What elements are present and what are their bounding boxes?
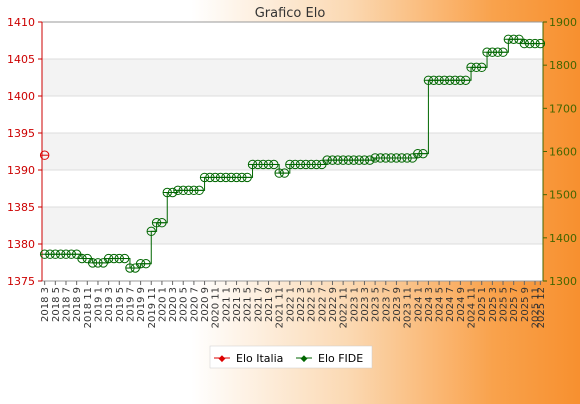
x-tick-label: 2020 3 [168,287,179,322]
plot-band [42,207,543,244]
x-tick-label: 2019 11 [147,287,158,328]
x-tick-label: 2022 1 [285,287,296,322]
plot-band [42,96,543,133]
x-tick-label: 2025 5 [499,287,510,322]
x-tick-label: 2018 3 [40,287,51,322]
x-tick-label: 2022 7 [317,287,328,322]
x-tick-label: 2018 9 [72,287,83,322]
y-left-tick-label: 1400 [7,90,35,103]
x-tick-label: 2023 7 [381,287,392,322]
data-point [194,185,204,196]
legend-label: Elo Italia [236,352,283,365]
y-right-tick-label: 1700 [549,102,577,115]
plot-band [42,133,543,170]
y-left-tick-label: 1410 [7,16,35,29]
x-tick-label: 2025 7 [509,287,520,322]
x-tick-label: 2025 1 [477,287,488,322]
data-point [418,148,428,159]
data-point [461,75,471,85]
data-point [535,38,546,49]
x-tick-label: 2021 1 [221,287,232,322]
data-point [279,168,290,178]
x-tick-label: 2024 11 [467,287,478,328]
data-point [498,47,508,57]
data-point [157,218,167,228]
data-point [141,259,151,269]
plot-band [42,170,543,207]
x-tick-label: 2019 7 [125,287,136,322]
legend-swatch-marker: ◆ [301,354,308,364]
plot-bands [42,22,543,281]
x-tick-label: 2023 3 [360,287,371,322]
x-tick-label: 2021 11 [275,287,286,328]
x-tick-label: 2023 11 [403,287,414,328]
data-point [269,159,279,170]
x-tick-label: 2018 5 [51,287,62,322]
x-tick-label: 2024 7 [445,287,456,322]
x-tick-label: 2019 1 [93,287,104,322]
legend-swatch-marker: ◆ [219,354,226,364]
plot-band [42,22,543,59]
x-tick-label: 2025 3 [488,287,499,322]
x-tick-label: 2020 7 [189,287,200,322]
x-tick-label: 2020 9 [200,287,211,322]
x-axis: 2018 3 2018 5 2018 7 2018 9 2018 11 2019 1 201… [40,281,547,328]
chart-title: Grafico Elo [255,6,326,21]
legend-label: Elo FIDE [318,352,363,365]
data-point [477,62,487,73]
x-tick-label: 2024 5 [435,287,446,322]
x-tick-label: 2025 9 [520,287,531,322]
x-tick-label: 2023 9 [392,287,403,322]
x-tick-label: 2025 12 [536,287,547,328]
data-point [365,155,375,165]
y-left-tick-label: 1405 [7,53,35,66]
y-right-tick-label: 1800 [549,59,577,72]
x-tick-label: 2022 3 [296,287,307,322]
data-point [39,150,50,160]
x-tick-label: 2021 5 [243,287,254,322]
x-tick-label: 2020 5 [179,287,190,322]
legend-box [209,345,373,369]
x-tick-label: 2025 11 [531,287,542,328]
x-tick-label: 2021 9 [264,287,275,322]
x-tick-label: 2018 11 [83,287,94,328]
y-right-tick-label: 1400 [549,232,577,245]
data-point [146,226,156,237]
data-point [119,253,130,264]
y-axis-left: 1375 1380 1385 1390 1395 1400 1405 1410 [7,16,43,288]
x-tick-label: 2024 9 [456,287,467,322]
y-axis-right: 1300 1400 1500 1600 1700 1800 1900 [542,16,577,288]
x-tick-label: 2019 5 [115,287,126,322]
x-tick-label: 2023 1 [349,287,360,322]
x-tick-label: 2023 5 [371,287,382,322]
data-point [167,187,178,198]
x-tick-label: 2024 1 [413,287,424,322]
y-right-tick-label: 1300 [549,275,577,288]
x-tick-label: 2022 11 [339,287,350,328]
x-tick-label: 2024 3 [424,287,435,322]
y-left-tick-label: 1385 [7,201,35,214]
x-tick-label: 2018 7 [61,287,72,322]
x-tick-label: 2020 11 [211,287,222,328]
y-left-tick-label: 1395 [7,127,35,140]
x-tick-label: 2022 9 [328,287,339,322]
plot-band [42,59,543,96]
x-tick-label: 2022 5 [307,287,318,322]
data-point [242,172,252,183]
y-left-tick-label: 1375 [7,275,35,288]
legend: ◆ Elo Italia ◆ Elo FIDE [209,345,373,369]
y-right-tick-label: 1500 [549,189,577,202]
x-tick-label: 2019 9 [136,287,147,322]
y-left-tick-label: 1380 [7,238,35,251]
x-tick-label: 2019 3 [104,287,115,322]
y-left-tick-label: 1390 [7,164,35,177]
x-tick-label: 2021 3 [232,287,243,322]
x-tick-label: 2020 1 [157,287,168,322]
x-tick-label: 2021 7 [253,287,264,322]
y-right-tick-label: 1900 [549,16,577,29]
series-layer [39,34,546,273]
y-right-tick-label: 1600 [549,146,577,159]
